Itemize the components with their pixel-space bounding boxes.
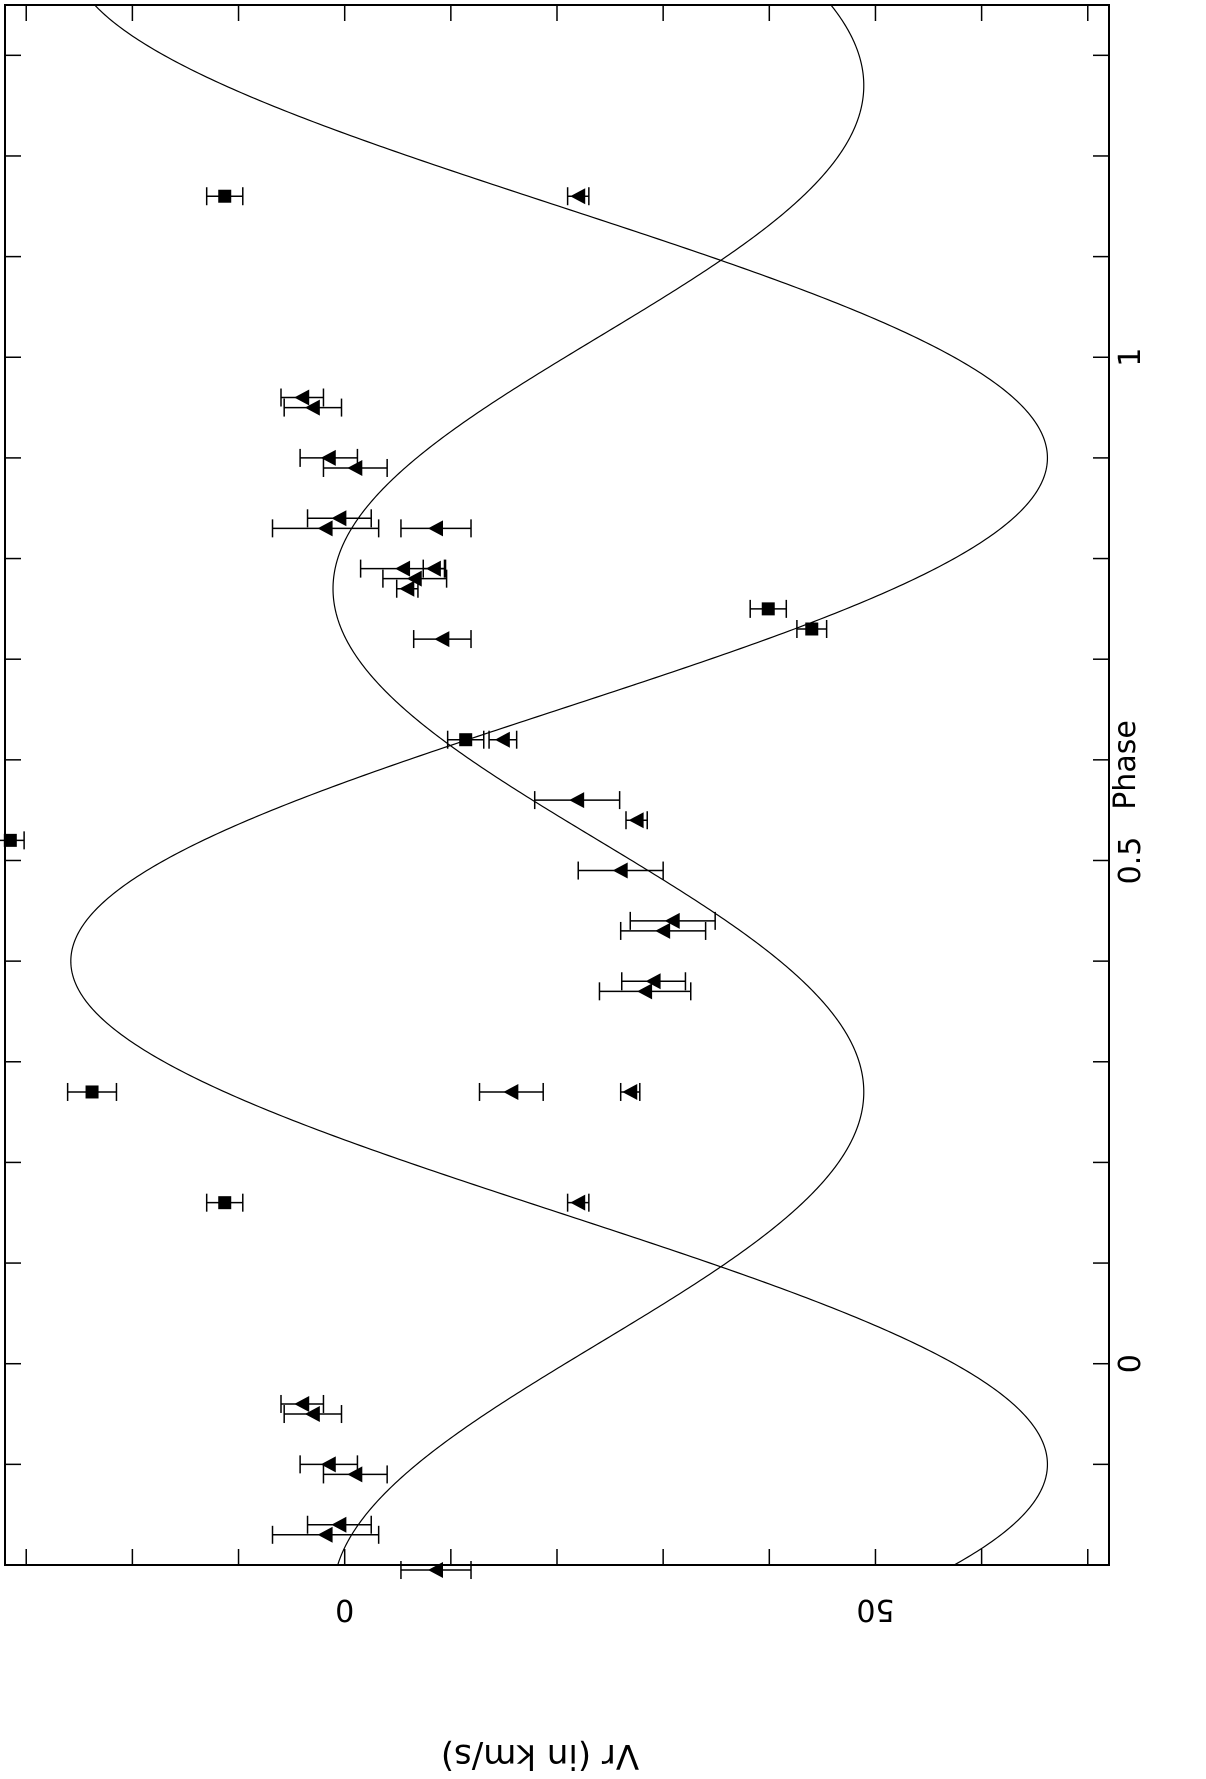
square-point — [805, 622, 819, 636]
triangle-point — [294, 389, 310, 406]
y-tick-label: 50 — [856, 1592, 894, 1627]
error-bars — [0, 187, 828, 1580]
data-points — [3, 188, 819, 1579]
triangle-point — [320, 1456, 336, 1473]
y-axis-label: Vr (in km/s) — [441, 1736, 639, 1776]
square-point — [218, 189, 232, 203]
triangle-point — [320, 449, 336, 466]
fit-curve — [332, 4, 865, 1566]
fit-curves — [70, 4, 1049, 1566]
triangle-point — [628, 812, 644, 829]
triangle-point — [570, 1194, 586, 1211]
triangle-point — [317, 520, 333, 537]
x-tick-label: 0.5 — [1113, 837, 1148, 885]
triangle-point — [427, 1562, 443, 1579]
x-tick-label: 1 — [1113, 348, 1148, 367]
square-point — [459, 733, 473, 747]
triangle-point — [294, 1395, 310, 1412]
triangle-point — [347, 1466, 363, 1483]
triangle-point — [406, 570, 422, 587]
square-point — [218, 1196, 232, 1210]
x-axis-label: Phase — [1108, 720, 1143, 810]
triangle-point — [622, 1083, 638, 1100]
square-point — [85, 1085, 99, 1099]
y-tick-label: 0 — [335, 1592, 354, 1627]
square-point — [761, 602, 775, 616]
triangle-point — [503, 1083, 519, 1100]
triangle-point — [570, 188, 586, 205]
triangle-point — [569, 792, 585, 809]
triangle-point — [395, 560, 411, 577]
triangle-point — [399, 580, 415, 597]
triangle-point — [637, 983, 653, 1000]
triangle-point — [655, 922, 671, 939]
triangle-point — [317, 1526, 333, 1543]
triangle-point — [304, 399, 320, 416]
triangle-point — [434, 631, 450, 648]
triangle-point — [612, 862, 628, 879]
triangle-point — [427, 520, 443, 537]
square-point — [3, 833, 17, 847]
triangle-point — [425, 560, 441, 577]
triangle-point — [331, 510, 347, 527]
x-tick-label: 0 — [1113, 1354, 1148, 1373]
tick-labels: 0 0.5 1 0 50 — [335, 348, 1148, 1627]
triangle-point — [347, 459, 363, 476]
triangle-point — [304, 1406, 320, 1423]
axis-ticks — [5, 5, 1109, 1566]
triangle-point — [331, 1516, 347, 1533]
triangle-point — [494, 731, 510, 748]
triangle-point — [664, 912, 680, 929]
fit-curve — [70, 4, 1049, 1566]
triangle-point — [645, 973, 661, 990]
plot-frame — [4, 4, 1110, 1566]
